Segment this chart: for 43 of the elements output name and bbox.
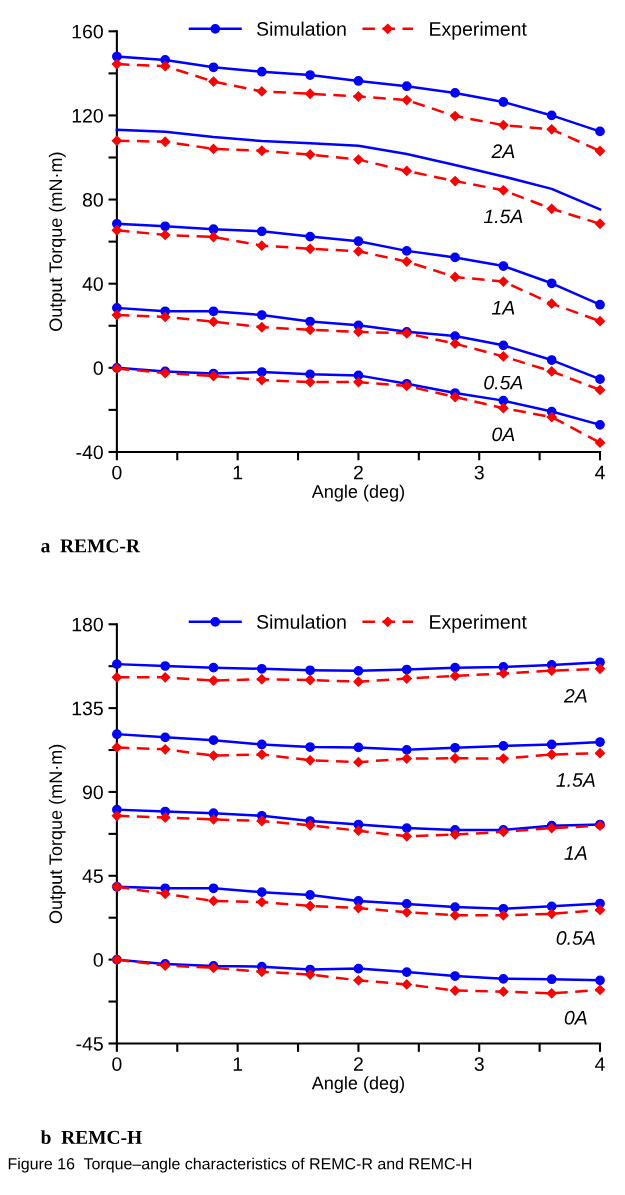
y-axis-title: Output Torque (mN·m) xyxy=(48,744,66,924)
x-tick-label: 3 xyxy=(474,1057,484,1071)
annotation: 1.5A xyxy=(483,209,523,224)
x-tick-label: 2 xyxy=(354,465,363,480)
y-tick-label: 180 xyxy=(72,617,103,632)
legend-label: Simulation xyxy=(256,614,346,629)
annotation: 1A xyxy=(491,301,515,315)
legend-label: Experiment xyxy=(430,614,527,633)
x-tick-label: 1 xyxy=(233,1057,243,1071)
y-tick-label: 80 xyxy=(82,193,103,207)
y-tick-label: 135 xyxy=(72,701,103,716)
annotation: 0A xyxy=(564,1010,587,1025)
x-tick-label: 0 xyxy=(112,465,122,480)
y-tick-label: 45 xyxy=(82,869,103,884)
x-tick-label: 4 xyxy=(595,465,605,480)
legend-label: Simulation xyxy=(256,21,346,36)
annotation: 0.5A xyxy=(484,375,523,390)
y-axis-title: Output Torque (mN·m) xyxy=(48,152,66,331)
annotation: 1A xyxy=(564,846,587,860)
y-tick-label: 160 xyxy=(72,24,103,39)
text: a REMC-R xyxy=(41,539,141,553)
annotation: 2A xyxy=(563,688,587,703)
annotation: 0.5A xyxy=(556,931,595,945)
y-tick-label: 0 xyxy=(93,953,103,967)
x-axis-title: Angle (deg) xyxy=(311,484,404,502)
x-tick-label: 3 xyxy=(474,465,484,480)
y-tick-label: 120 xyxy=(72,108,103,123)
x-tick-label: 1 xyxy=(233,465,243,480)
y-tick-label: 40 xyxy=(82,277,103,291)
annotation: 1.5A xyxy=(556,773,595,787)
legend-label: Experiment xyxy=(430,21,527,40)
annotation: 2A xyxy=(491,144,515,158)
x-tick-label: 0 xyxy=(112,1057,122,1071)
y-tick-label: -45 xyxy=(76,1037,103,1051)
y-tick-label: -40 xyxy=(76,445,103,460)
x-tick-label: 2 xyxy=(354,1057,363,1071)
y-tick-label: 0 xyxy=(93,361,103,376)
y-tick-label: 90 xyxy=(82,785,103,800)
annotation: 0A xyxy=(492,427,515,442)
x-axis-title: Angle (deg) xyxy=(311,1076,404,1094)
text: b REMC-H xyxy=(40,1130,142,1144)
x-tick-label: 4 xyxy=(595,1057,605,1071)
caption: Figure 16 Torque–angle characteristics of REMC-R and REMC-H xyxy=(8,1157,472,1173)
